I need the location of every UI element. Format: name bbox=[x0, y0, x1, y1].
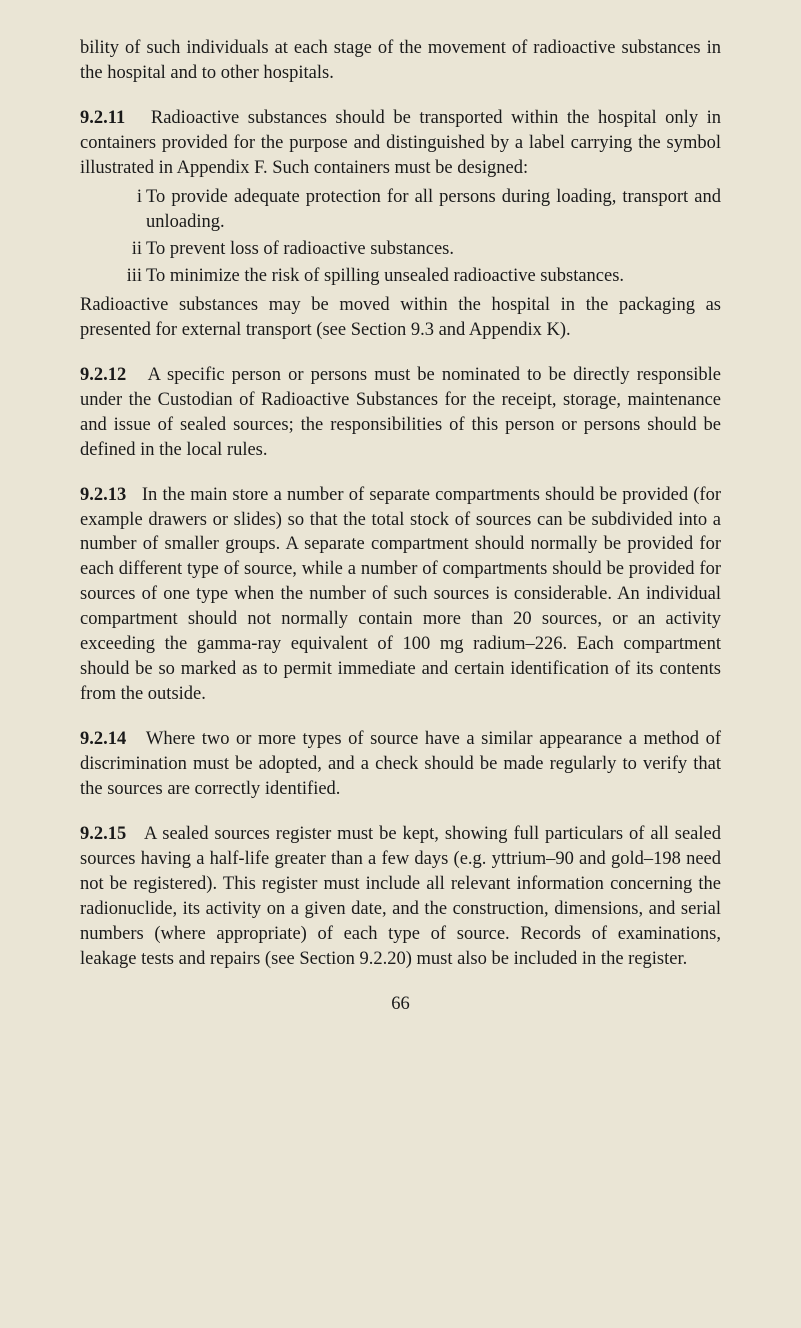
list-text: To provide adequate protection for all p… bbox=[146, 187, 721, 232]
section-9-2-11-tail: Radioactive substances may be moved with… bbox=[80, 293, 721, 343]
list-item: i To provide adequate protection for all… bbox=[118, 185, 721, 235]
section-number: 9.2.12 bbox=[80, 365, 126, 385]
section-text: A sealed sources register must be kept, … bbox=[80, 824, 721, 969]
list-marker: iii bbox=[118, 264, 142, 289]
section-number: 9.2.11 bbox=[80, 108, 125, 128]
sublist-9-2-11: i To provide adequate protection for all… bbox=[80, 185, 721, 289]
list-item: ii To prevent loss of radioactive substa… bbox=[118, 237, 721, 262]
section-9-2-15: 9.2.15 A sealed sources register must be… bbox=[80, 822, 721, 972]
page-number: 66 bbox=[80, 992, 721, 1017]
section-text: In the main store a number of separate c… bbox=[80, 485, 721, 705]
section-number: 9.2.15 bbox=[80, 824, 126, 844]
list-text: To prevent loss of radioactive substance… bbox=[146, 239, 454, 259]
list-text: To minimize the risk of spilling unseale… bbox=[146, 266, 624, 286]
section-text: Radioactive substances should be transpo… bbox=[80, 108, 721, 178]
intro-paragraph: bility of such individuals at each stage… bbox=[80, 36, 721, 86]
section-9-2-11-lead: 9.2.11 Radioactive substances should be … bbox=[80, 106, 721, 181]
document-page: bility of such individuals at each stage… bbox=[0, 0, 801, 1047]
section-9-2-12: 9.2.12 A specific person or persons must… bbox=[80, 363, 721, 463]
section-text: Where two or more types of source have a… bbox=[80, 729, 721, 799]
section-number: 9.2.13 bbox=[80, 485, 126, 505]
section-number: 9.2.14 bbox=[80, 729, 126, 749]
section-9-2-14: 9.2.14 Where two or more types of source… bbox=[80, 727, 721, 802]
list-marker: ii bbox=[118, 237, 142, 262]
section-9-2-13: 9.2.13 In the main store a number of sep… bbox=[80, 483, 721, 708]
list-marker: i bbox=[118, 185, 142, 210]
section-text: A specific person or persons must be nom… bbox=[80, 365, 721, 460]
list-item: iii To minimize the risk of spilling uns… bbox=[118, 264, 721, 289]
